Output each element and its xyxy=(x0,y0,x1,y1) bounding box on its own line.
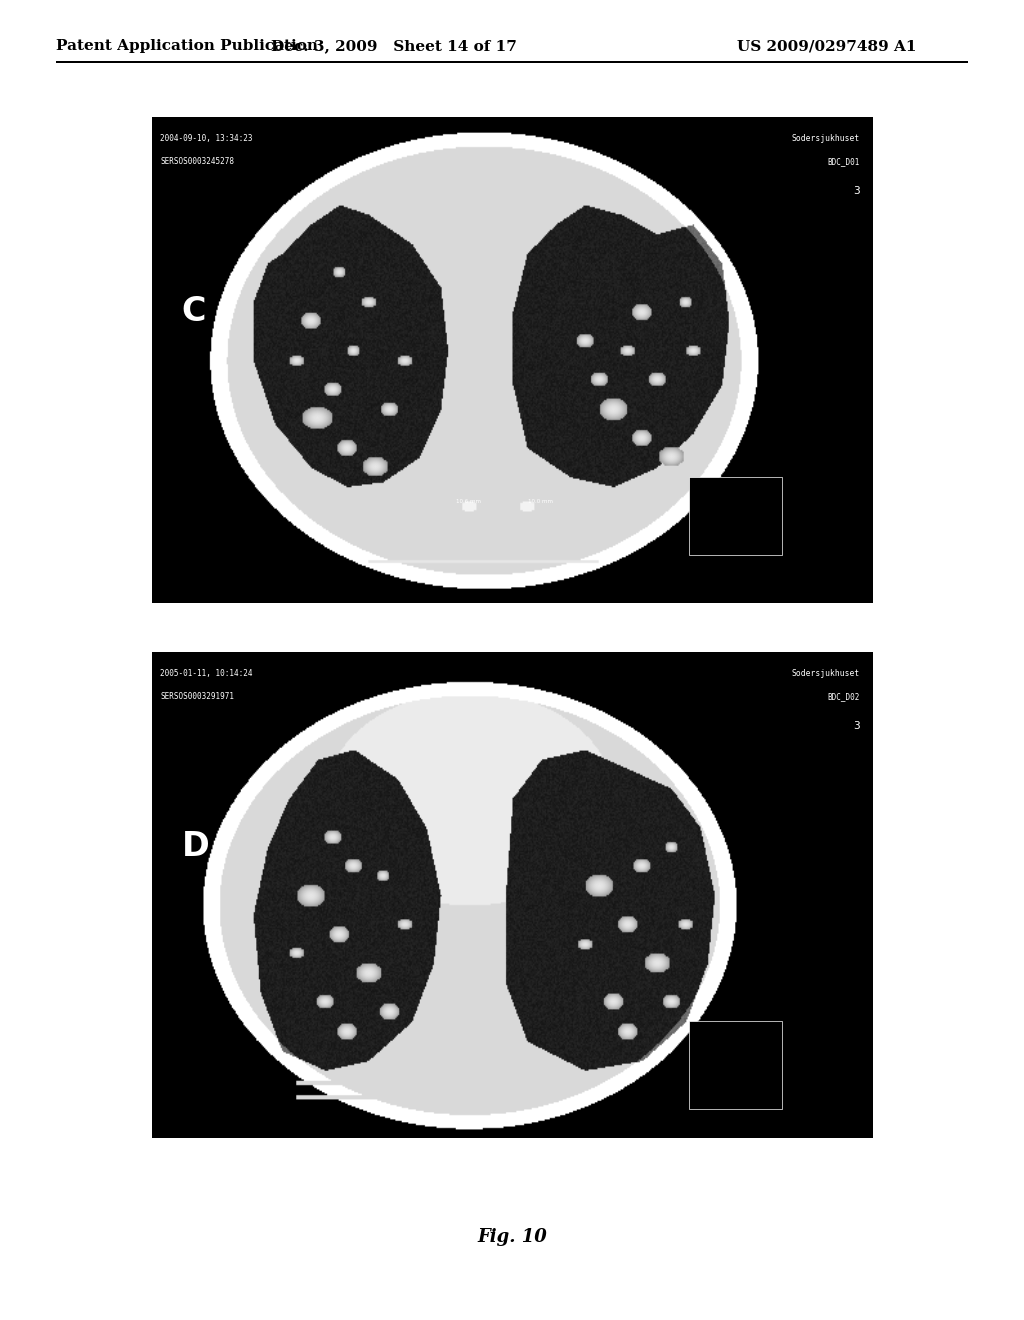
Text: 3: 3 xyxy=(853,721,859,731)
Text: Sodersjukhuset: Sodersjukhuset xyxy=(792,135,859,144)
Text: SERSOS0003291971: SERSOS0003291971 xyxy=(160,692,234,701)
Text: BDC_D02: BDC_D02 xyxy=(827,692,859,701)
Text: 10.6 mm: 10.6 mm xyxy=(457,499,481,504)
Text: 3: 3 xyxy=(853,186,859,197)
Text: SERSOS0003245278: SERSOS0003245278 xyxy=(160,157,234,166)
Text: 10.0 mm: 10.0 mm xyxy=(528,499,553,504)
Text: Fig. 10: Fig. 10 xyxy=(477,1228,547,1246)
Text: C: C xyxy=(182,296,206,329)
FancyBboxPatch shape xyxy=(688,477,782,554)
Text: 2004-09-10, 13:34:23: 2004-09-10, 13:34:23 xyxy=(160,135,253,144)
Text: US 2009/0297489 A1: US 2009/0297489 A1 xyxy=(737,40,916,53)
Text: Dec. 3, 2009   Sheet 14 of 17: Dec. 3, 2009 Sheet 14 of 17 xyxy=(271,40,517,53)
FancyBboxPatch shape xyxy=(688,1022,782,1109)
Text: 2005-01-11, 10:14:24: 2005-01-11, 10:14:24 xyxy=(160,669,253,678)
Text: D: D xyxy=(182,830,210,863)
Text: BDC_D01: BDC_D01 xyxy=(827,157,859,166)
Text: Patent Application Publication: Patent Application Publication xyxy=(56,40,318,53)
Text: Sodersjukhuset: Sodersjukhuset xyxy=(792,669,859,678)
